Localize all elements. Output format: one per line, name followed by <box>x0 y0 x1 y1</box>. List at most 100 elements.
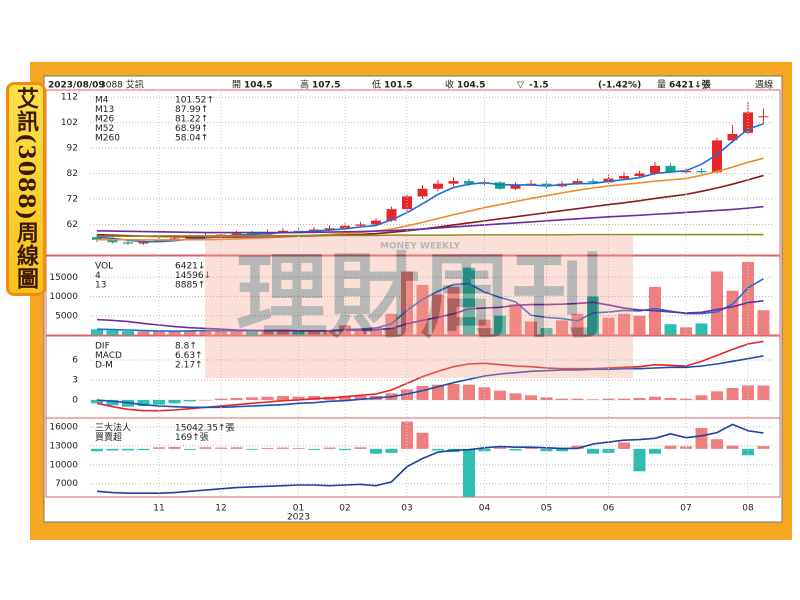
bar <box>323 330 336 335</box>
bar <box>571 398 584 400</box>
bar <box>354 447 367 449</box>
bar <box>556 398 568 400</box>
legend-value: 8885↑ <box>175 281 205 291</box>
candle-body <box>371 220 381 225</box>
bar <box>215 398 227 400</box>
bar <box>711 391 723 400</box>
candle-body <box>619 176 629 179</box>
bar <box>649 396 661 400</box>
bar <box>153 400 165 405</box>
bar <box>525 321 537 335</box>
header-label: 收 <box>445 79 454 91</box>
header-label: 低 <box>372 79 381 91</box>
bar <box>184 448 196 450</box>
bar <box>308 448 320 450</box>
bar <box>726 445 739 449</box>
side-title: 艾訊(3088)周線圖 <box>13 87 39 291</box>
bar <box>261 330 274 335</box>
candle-body <box>572 181 583 184</box>
line <box>96 423 764 495</box>
bar <box>339 448 351 451</box>
bar <box>153 330 165 335</box>
y-tick-label: 3 <box>72 376 78 386</box>
bar <box>726 290 739 335</box>
y-tick-label: 7000 <box>55 479 78 489</box>
header-label: ▽ <box>517 81 524 91</box>
legend-value: 169↑張 <box>175 432 209 443</box>
candle-body <box>495 182 505 189</box>
legend-value: 58.04↑ <box>175 134 208 144</box>
candle-body <box>758 116 769 118</box>
bar <box>122 448 134 451</box>
watermark-title: 理財周刊 <box>236 243 604 351</box>
bar <box>463 448 475 497</box>
bar <box>137 331 150 335</box>
bar <box>91 448 103 452</box>
bar <box>230 447 243 449</box>
bar <box>633 315 646 335</box>
candle-body <box>402 196 412 210</box>
candle-body <box>448 181 459 184</box>
bar <box>757 446 770 449</box>
bar <box>680 327 692 335</box>
bar <box>91 329 103 335</box>
bar <box>370 327 382 335</box>
candle-body <box>541 183 552 187</box>
bar <box>168 400 181 404</box>
line <box>96 278 764 332</box>
candle-body <box>727 134 738 141</box>
legend-name: M26 <box>95 115 114 125</box>
header-value: 104.5 <box>457 81 485 91</box>
bar <box>664 445 677 449</box>
bar <box>230 398 243 400</box>
bar <box>246 448 258 450</box>
bar <box>215 447 227 449</box>
panels: 62 72 82 92 102 112 M4 101.52↑ M13 87.99↑ M26 81.22… <box>45 89 781 523</box>
y-tick-label: 0 <box>72 396 78 406</box>
bar <box>277 329 289 335</box>
bar <box>246 397 258 400</box>
header-value: 107.5 <box>312 81 340 91</box>
bar <box>757 310 770 335</box>
legend-name: 4 <box>95 271 101 281</box>
bar <box>695 395 708 400</box>
legend-value: 87.99↑ <box>175 105 208 115</box>
legend-name: 三大法人 <box>95 422 131 434</box>
header-value: (-1.42%) <box>598 81 641 91</box>
candle-body <box>278 230 288 233</box>
header-value: -1.5 <box>529 81 549 91</box>
line <box>96 355 764 409</box>
legend-value: 14596↓ <box>175 271 211 281</box>
candle-body <box>634 173 645 177</box>
y-tick-label: 16000 <box>49 422 78 432</box>
bar <box>106 330 119 335</box>
candle-body <box>169 238 180 240</box>
candle-body <box>386 209 397 221</box>
y-tick-label: 82 <box>67 169 78 179</box>
header-value: 6421↓張 <box>669 79 712 91</box>
bar <box>618 442 630 449</box>
bar <box>540 328 553 335</box>
bar <box>556 448 568 452</box>
bar <box>525 447 537 449</box>
bar <box>199 329 212 335</box>
header-value: 101.5 <box>384 81 412 91</box>
bar <box>602 317 615 335</box>
candle-body <box>324 228 335 230</box>
bar <box>308 331 320 335</box>
x-tick-label: 08 <box>742 504 754 514</box>
x-tick-label: 02 <box>339 504 350 514</box>
bar <box>184 400 196 402</box>
legend-value: 6421↓ <box>175 262 205 272</box>
y-tick-label: 72 <box>67 194 78 204</box>
panel-border <box>45 417 781 498</box>
line <box>96 205 764 234</box>
legend-name: 買賣超 <box>95 431 122 443</box>
bar <box>432 294 444 335</box>
bar <box>742 448 754 456</box>
legend-name: D-M <box>95 361 113 371</box>
bar <box>277 396 289 400</box>
year-label: 2023 <box>287 513 310 523</box>
legend-value: 68.99↑ <box>175 124 208 134</box>
